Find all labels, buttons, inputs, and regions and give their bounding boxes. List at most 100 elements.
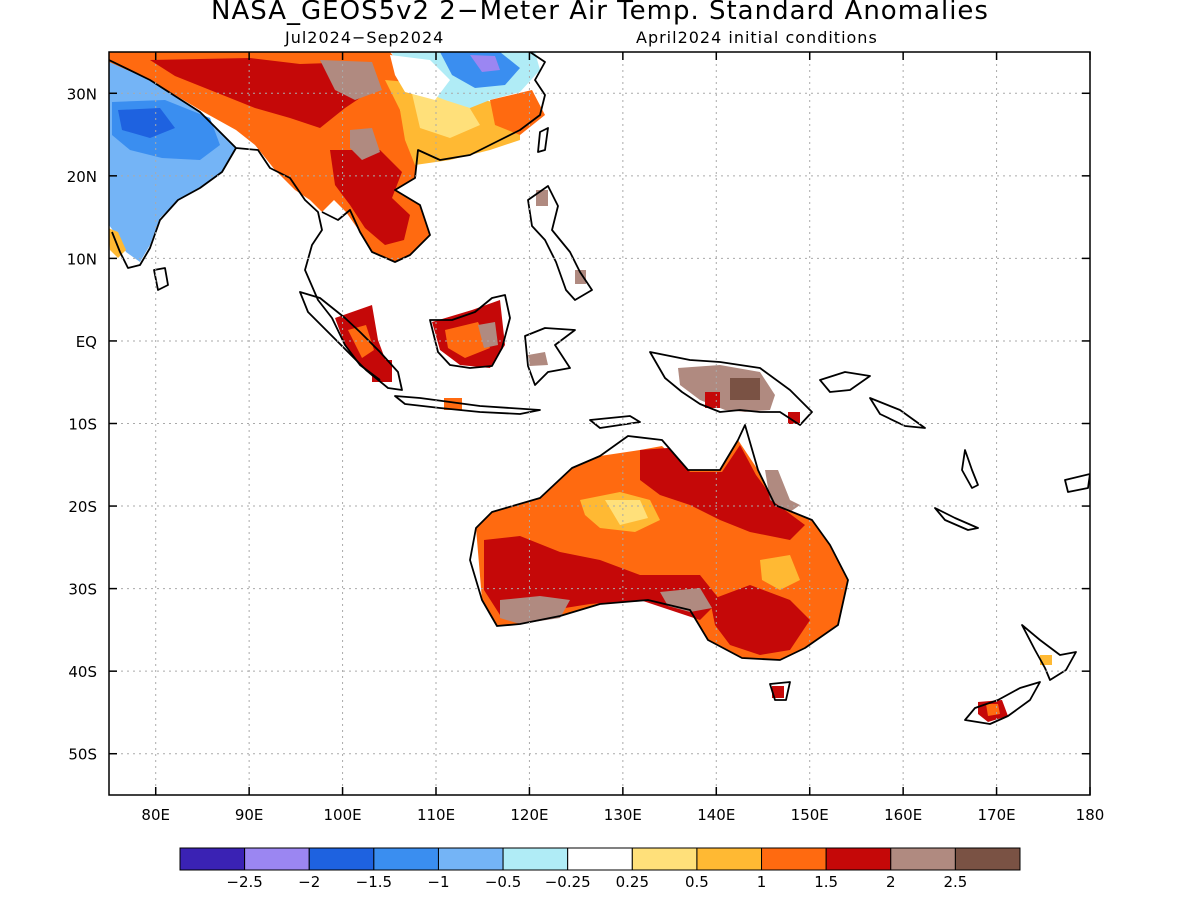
anomaly-region-borneo-warm [445, 322, 490, 358]
latitude-label: EQ [76, 333, 97, 351]
colorbar-swatch [631, 847, 698, 871]
map-frame [108, 51, 1091, 796]
coastline-borneo [429, 294, 511, 369]
coastline-sumatra [299, 291, 403, 391]
longitude-label: 150E [791, 806, 829, 824]
coastline-australia [469, 424, 849, 661]
longitude-label: 100E [324, 806, 362, 824]
latitude-label: 30N [67, 85, 97, 103]
colorbar-label: 0.5 [685, 873, 709, 891]
latitude-label: 20S [68, 498, 97, 516]
colorbar-swatch [437, 847, 504, 871]
anomaly-region-australia-southeast-hot [710, 585, 810, 655]
anomaly-region-australia-north-hot [640, 445, 805, 540]
coastline-newguinea [649, 351, 813, 426]
latitude-label: 10S [68, 416, 97, 434]
anomaly-region-malaya-warm [348, 325, 374, 358]
colorbar-label: −2.5 [226, 873, 262, 891]
anomaly-region-indochina-hot [330, 150, 410, 245]
colorbar-swatch [502, 847, 569, 871]
anomaly-region-sulawesi [528, 352, 548, 366]
graticule [109, 52, 1090, 795]
colorbar-label: −1.5 [356, 873, 392, 891]
anomaly-region-newguinea-red [705, 392, 720, 408]
colorbar-label: −0.5 [485, 873, 521, 891]
anomaly-region-newguinea-dark [730, 378, 760, 400]
initial-conditions: April2024 initial conditions [636, 28, 878, 47]
anomaly-region-china-blue [440, 52, 520, 88]
anomaly-region-tasmania [772, 686, 784, 698]
anomaly-region-newguinea [678, 365, 775, 412]
anomaly-region-newzealand-south-warm [986, 704, 1000, 716]
coastline-philippines [527, 185, 593, 301]
coastline-tasmania [769, 681, 791, 701]
longitude-label: 130E [604, 806, 642, 824]
map-title: NASA_GEOS5v2 2−Meter Air Temp. Standard … [211, 0, 989, 26]
colorbar-swatch [179, 847, 246, 871]
latitude-label: 20N [67, 168, 97, 186]
latitude-label: 30S [68, 581, 97, 599]
longitude-label: 170E [978, 806, 1016, 824]
colorbar-swatch [954, 847, 1021, 871]
coastline-java [394, 395, 541, 415]
anomaly-region-australia-east-light [760, 555, 800, 590]
colorbar-label: −2 [298, 873, 320, 891]
colorbar-swatch [244, 847, 310, 871]
coastline-newbritain [819, 371, 871, 393]
coastline-fiji [1064, 473, 1090, 493]
colorbar: −2.5 −2 −1.5 −1 −0.5 −0.25 0.25 0.5 1 1.5 2 2.5 [179, 847, 1021, 891]
longitude-labels: 80E 90E 100E 110E 120E 130E 140E 150E 160E 170E 18… [141, 806, 1104, 824]
colorbar-label: −1 [427, 873, 449, 891]
anomaly-region-tibet-brown [320, 60, 382, 100]
longitude-label: 120E [510, 806, 548, 824]
colorbar-label: 2.5 [943, 873, 967, 891]
anomaly-region-borneo-brown [478, 322, 498, 348]
colorbar-swatch [308, 847, 375, 871]
anomaly-fill-layer [109, 52, 1052, 722]
latitude-label: 40S [68, 663, 97, 681]
colorbar-label: −0.25 [545, 873, 591, 891]
coastline-vanuatu [961, 449, 979, 489]
anomaly-region-newguinea-east [788, 412, 800, 424]
anomaly-region-laos-brown [350, 128, 380, 160]
latitude-label: 50S [68, 746, 97, 764]
colorbar-swatch [761, 847, 827, 871]
forecast-period: Jul2024−Sep2024 [285, 28, 445, 47]
longitude-label: 160E [884, 806, 922, 824]
longitude-label: 180 [1076, 806, 1105, 824]
longitude-label: 80E [141, 806, 170, 824]
latitude-labels: 30N 20N 10N EQ 10S 20S 30S 40S 50S [67, 85, 97, 763]
colorbar-label: 0.25 [616, 873, 649, 891]
coastline-newzealand-south [964, 681, 1041, 725]
anomaly-region-mindanao [575, 270, 586, 284]
colorbar-swatch [825, 847, 892, 871]
anomaly-region-china-coast [490, 90, 545, 135]
coastline-taiwan [537, 127, 549, 153]
coastline-layer [109, 52, 1090, 725]
anomaly-region-newzealand-north [1040, 655, 1052, 665]
longitude-label: 90E [235, 806, 264, 824]
coastline-timor [589, 415, 641, 429]
anomaly-region-sumatra-south [372, 360, 392, 382]
coastline-solomons [869, 397, 926, 429]
colorbar-swatch [890, 847, 956, 871]
longitude-label: 140E [697, 806, 735, 824]
longitude-label: 110E [417, 806, 455, 824]
colorbar-label: 1 [757, 873, 767, 891]
coastline-newcaledonia [934, 507, 979, 531]
latitude-label: 10N [67, 250, 97, 268]
coastline-sulawesi [524, 327, 576, 386]
colorbar-label: 1.5 [814, 873, 838, 891]
anomaly-region-india-strong [118, 108, 175, 138]
anomaly-region-china-blue-strong [470, 55, 500, 72]
colorbar-swatch [567, 847, 633, 871]
colorbar-swatch [373, 847, 439, 871]
colorbar-swatch [696, 847, 763, 871]
coastline-srilanka [153, 267, 169, 291]
anomaly-region-australia-southwest-brown [500, 596, 570, 624]
anomaly-region-china-white [390, 55, 450, 100]
coastline-newzealand-north [1021, 624, 1077, 681]
colorbar-label: 2 [886, 873, 896, 891]
axis-ticks [109, 52, 1091, 795]
